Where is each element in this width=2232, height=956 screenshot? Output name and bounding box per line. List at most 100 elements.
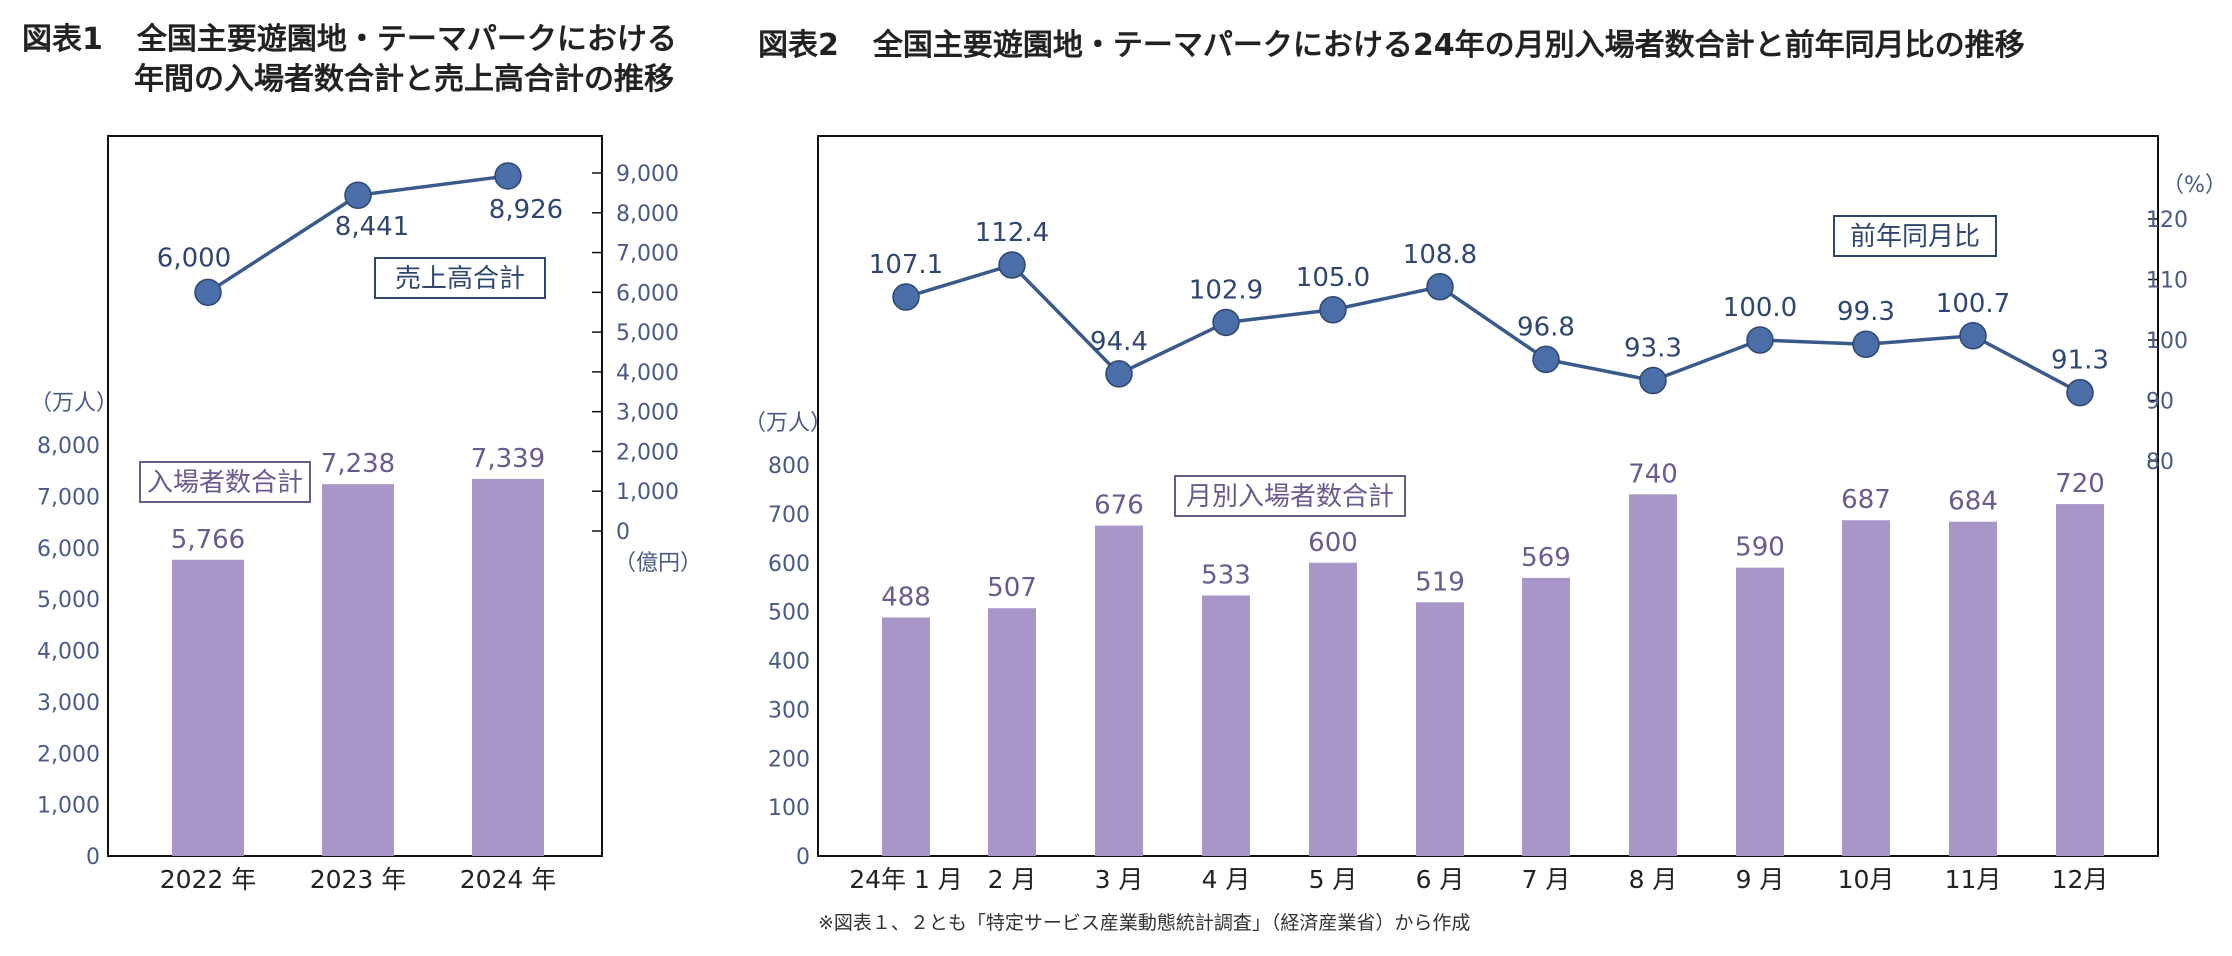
chart2-category-label: 3 月 [1095,865,1144,894]
chart2-line-value-label: 99.3 [1837,297,1895,327]
chart1-left-axis-unit: （万人） [30,391,118,416]
chart2-category-label: 2 月 [988,865,1037,894]
chart2-legend-bar-box [1174,475,1406,517]
chart1-line-point [494,162,522,190]
chart2-category-label: 12月 [2052,865,2109,894]
chart1-left-tick-label: 4,000 [37,640,100,665]
chart2-bar [2056,504,2104,856]
chart1-right-tick-label: 5,000 [616,321,679,346]
chart2-left-tick-label: 700 [768,503,810,528]
chart1-bar-value-label: 7,339 [471,444,545,474]
chart2-bar [988,608,1036,856]
chart2-bar-value-label: 687 [1841,485,1891,515]
chart1-left-tick-label: 2,000 [37,742,100,767]
chart1-bar-value-label: 5,766 [171,525,245,555]
chart1-right-tick-label: 6,000 [616,281,679,306]
chart1-left-tick-label: 7,000 [37,485,100,510]
chart2-line-value-label: 93.3 [1624,334,1682,364]
chart2-left-tick-label: 800 [768,454,810,479]
chart1-right-tick-label: 0 [616,520,630,545]
chart2-legend-line-label: 前年同月比 [1850,222,1980,252]
chart1-number: 図表1 [22,22,103,57]
chart2-bar [882,617,930,856]
chart2-bar [1736,567,1784,856]
chart2-line-point [1532,345,1560,374]
chart2-bar-value-label: 533 [1201,560,1251,590]
chart1-category-label: 2024 年 [460,865,557,894]
chart2-left-tick-label: 400 [768,650,810,675]
chart2-bar [1522,577,1570,856]
chart2-right-axis-unit: （%） [2162,173,2227,198]
chart2-category-label: 6 月 [1416,865,1465,894]
chart2-line-point [1639,366,1667,395]
chart1-left-tick-label: 8,000 [37,434,100,459]
chart2-bar [1202,595,1250,856]
chart2-number: 図表2 [758,28,839,63]
chart2-bar-value-label: 720 [2055,469,2105,499]
chart1-legend-line-box [374,257,546,299]
chart2-bar [1949,521,1997,856]
chart1-category-label: 2023 年 [310,865,407,894]
chart2-line-value-label: 100.7 [1936,289,2010,319]
chart2-category-label: 11月 [1945,865,2002,894]
chart2-category-label: 5 月 [1309,865,1358,894]
chart1-left-tick-label: 5,000 [37,588,100,613]
chart1-bar [172,559,244,856]
chart2-bar-value-label: 507 [987,573,1037,603]
chart2-bar-value-label: 590 [1735,533,1785,563]
chart1-legend-line-label: 売上高合計 [395,264,525,294]
chart2-category-label: 9 月 [1736,865,1785,894]
chart1-line-value-label: 8,926 [489,195,563,225]
chart2-bar [1629,494,1677,856]
chart2-line-value-label: 108.8 [1403,240,1477,270]
chart2-right-tick-label: 100 [2146,329,2188,354]
chart2-bar [1309,562,1357,856]
chart1-right-tick-label: 2,000 [616,440,679,465]
chart2-line-point [1319,296,1347,324]
chart2-series-line [905,262,2081,395]
chart2-right-tick-label: 120 [2146,208,2188,233]
chart2-bar [1095,525,1143,856]
chart2-bar-value-label: 684 [1948,487,1998,517]
chart1-right-tick-label: 4,000 [616,361,679,386]
chart1-right-tick-label: 7,000 [616,242,679,267]
chart1-right-axis-unit: （億円） [614,551,702,576]
chart2-line-point [892,283,920,311]
chart2-title-line1: 全国主要遊園地・テーマパークにおける24年の月別入場者数合計と前年同月比の推移 [872,28,2025,63]
chart2-bar-value-label: 519 [1415,567,1465,597]
chart2-left-tick-label: 200 [768,747,810,772]
chart2-line-point [998,251,1026,279]
chart1-category-label: 2022 年 [160,865,257,894]
chart1-legend-bar-label: 入場者数合計 [147,468,303,498]
chart1-line-value-label: 8,441 [335,212,409,242]
chart2-plot-frame [817,135,2159,857]
chart2-category-label: 8 月 [1629,865,1678,894]
chart2-left-tick-label: 100 [768,796,810,821]
chart1-title: 図表1 全国主要遊園地・テーマパークにおける 年間の入場者数合計と売上高合計の推移 [22,20,677,100]
chart1-title-line2: 年間の入場者数合計と売上高合計の推移 [134,62,674,97]
footnote: ※図表１、２とも「特定サービス産業動態統計調査」（経済産業省）から作成 [818,912,1471,934]
chart1-left-tick-label: 6,000 [37,537,100,562]
chart1-left-tick-label: 0 [86,845,100,870]
chart2-line-point [1212,308,1240,337]
chart2-category-label: 24年 1 月 [849,865,963,894]
chart2-line-point [1852,330,1880,358]
chart2-line-point [1105,360,1133,388]
chart1-left-tick-label: 1,000 [37,794,100,819]
chart2-bar-value-label: 676 [1094,491,1144,521]
chart2-right-tick-label: 80 [2146,450,2174,475]
chart1-right-tick-label: 9,000 [616,162,679,187]
chart2-line-point [1746,326,1774,354]
chart1-right-tick-label: 8,000 [616,202,679,227]
chart2-title: 図表2 全国主要遊園地・テーマパークにおける24年の月別入場者数合計と前年同月比の… [758,26,2025,66]
chart2-line-point [1426,273,1454,301]
chart2-bar [1416,602,1464,856]
chart2-right-tick-label: 90 [2146,390,2174,415]
chart1-line-value-label: 6,000 [157,243,231,273]
chart1-bar [472,478,544,856]
chart2-category-label: 10月 [1838,865,1895,894]
chart2-bar [1842,520,1890,856]
chart1-line-point [344,181,372,209]
chart2-bar-value-label: 569 [1521,543,1571,573]
